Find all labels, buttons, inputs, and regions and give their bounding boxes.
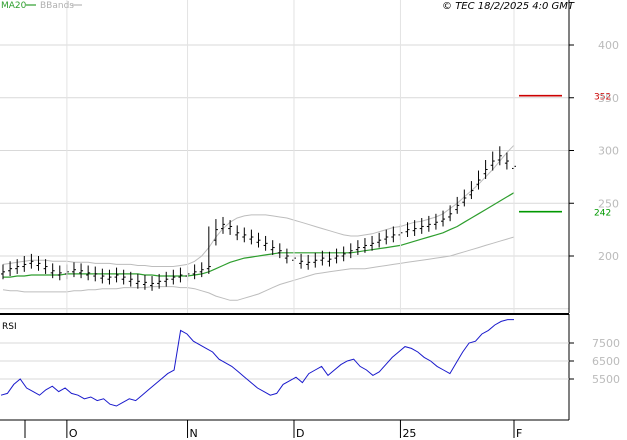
ohlc-bar (355, 240, 360, 255)
ohlc-bar (348, 243, 353, 259)
ohlc-bar (50, 263, 55, 279)
ohlc-bar (135, 273, 140, 289)
ohlc-bar (370, 235, 375, 251)
ohlc-bar (199, 262, 204, 278)
ohlc-bar (171, 269, 176, 285)
price-tick-label: 300 (598, 145, 619, 158)
x-tick-label: N (190, 427, 198, 440)
ohlc-bar (433, 213, 438, 230)
x-tick-label: 25 (402, 427, 416, 440)
rsi-label: RSI (2, 322, 17, 332)
ohlc-bar (455, 196, 460, 214)
ohlc-bar (362, 238, 367, 253)
ohlc-bar (107, 269, 112, 285)
x-ticks: O N D 25 F (24, 0, 522, 440)
ohlc-bar (114, 267, 119, 283)
ohlc-bar (29, 253, 34, 269)
ohlc-bar (100, 268, 105, 284)
ohlc-bar (284, 248, 289, 264)
ohlc-bar (206, 226, 211, 274)
ohlc-bar (462, 189, 467, 207)
ohlc-bar (256, 232, 261, 248)
ohlc-bar (426, 215, 431, 232)
ohlc-bar (490, 151, 495, 171)
price-panel-frame (0, 0, 569, 313)
ohlc-bar (43, 259, 48, 274)
price-tick-label: 200 (598, 250, 619, 263)
ohlc-bar (483, 159, 488, 179)
ohlc-bar (377, 232, 382, 248)
ohlc-bar (327, 251, 332, 267)
rsi-tick-label: 6500 (592, 355, 620, 368)
ohlc-bar (150, 276, 155, 291)
price-grid (0, 44, 569, 310)
ohlc-bar (235, 225, 240, 241)
ohlc-bar (1, 264, 5, 280)
ohlc-bar (497, 146, 502, 166)
x-tick-label: D (296, 427, 304, 440)
price-tick-label: 250 (598, 197, 619, 210)
ohlc-bar (164, 271, 169, 287)
ohlc-bar (249, 229, 254, 245)
ohlc-bar (469, 181, 474, 200)
ohlc-bar (22, 256, 27, 272)
ohlc-bar (391, 226, 396, 243)
price-tick-label: 400 (598, 39, 619, 52)
ohlc-bar (213, 219, 218, 246)
ohlc-bar (299, 253, 304, 269)
ohlc-bar (71, 262, 76, 278)
ohlc-bar (263, 235, 268, 251)
ohlc-bar (228, 220, 233, 235)
x-tick-label: F (516, 427, 522, 440)
ohlc-bar (277, 243, 282, 259)
rsi-series (0, 319, 514, 407)
ohlc-bar (121, 269, 126, 285)
ohlc-bar (405, 222, 410, 238)
ohlc-bar (157, 273, 162, 289)
marker-label: 352 (594, 93, 611, 103)
rsi-tick-label: 7500 (592, 337, 620, 350)
rsi-grid (0, 342, 569, 380)
ohlc-bar (221, 216, 226, 234)
ohlc-bar (419, 218, 424, 234)
ohlc-bar (57, 265, 62, 281)
ohlc-bar (36, 256, 41, 271)
x-tick-label: O (69, 427, 78, 440)
marker-label: 242 (594, 209, 611, 219)
ohlc-bar (8, 261, 13, 277)
ohlc-bar (86, 265, 91, 281)
ohlc-bar (476, 170, 481, 190)
ohlc-bar (242, 227, 247, 243)
legend-ma20-label: MA20 (1, 1, 27, 11)
ohlc-bar (448, 205, 453, 222)
rsi-line (0, 319, 514, 407)
price-markers: 352 242 (519, 93, 611, 219)
ohlc-bar (341, 246, 346, 262)
ohlc-bar (313, 252, 318, 268)
ohlc-bar (441, 210, 446, 227)
ohlc-bar (192, 264, 197, 280)
ohlc-bar (15, 259, 20, 274)
ohlc-bar (504, 152, 509, 170)
legend-bbands-label: BBands (40, 1, 74, 11)
ohlc-bar (79, 263, 84, 279)
price-y-ticks: 400 350 300 250 200 (569, 39, 619, 263)
ohlc-bar (334, 248, 339, 264)
ohlc-bar (142, 274, 147, 290)
copyright-text: © TEC 18/2/2025 4:0 GMT (442, 1, 575, 12)
ohlc-bar (306, 254, 311, 270)
ohlc-bar (384, 229, 389, 245)
price-tick-label: 350 (598, 92, 619, 105)
rsi-tick-label: 5500 (592, 373, 620, 386)
rsi-y-ticks: 7500 6500 5500 (569, 337, 620, 386)
ohlc-bar (178, 267, 183, 283)
ohlc-bar (320, 250, 325, 266)
ohlc-bar (93, 266, 98, 282)
bbands-lower-line (2, 236, 515, 301)
ohlc-bar (412, 220, 417, 236)
ohlc-bar (270, 240, 275, 255)
ohlc-bar (128, 271, 133, 287)
